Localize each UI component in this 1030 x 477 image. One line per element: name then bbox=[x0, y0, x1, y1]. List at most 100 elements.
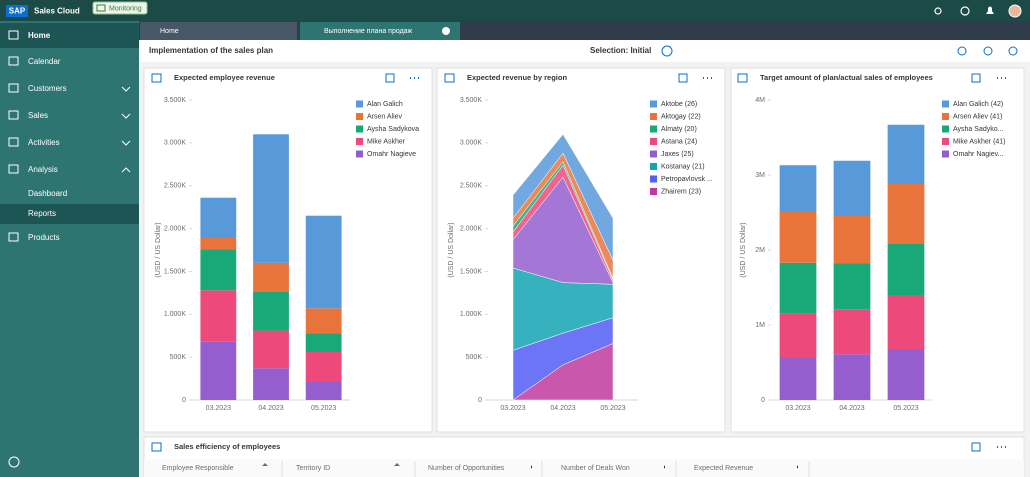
nav-item[interactable]: Products bbox=[28, 233, 60, 242]
notification-icon[interactable] bbox=[986, 6, 994, 15]
y-tick-label: 2M bbox=[755, 247, 765, 254]
tab-active[interactable] bbox=[300, 22, 460, 40]
nav-icon bbox=[8, 83, 19, 93]
bar-segment bbox=[779, 165, 817, 211]
y-axis-title: (USD / US Dollar) bbox=[155, 222, 162, 277]
collapse-button[interactable] bbox=[8, 456, 20, 468]
product-name: Sales Cloud bbox=[34, 7, 80, 16]
bar-segment bbox=[833, 215, 871, 264]
nav-item[interactable]: Dashboard bbox=[28, 189, 67, 198]
x-tick-label: 04.2023 bbox=[839, 405, 864, 412]
selection[interactable]: Selection: Initial bbox=[590, 46, 651, 55]
legend-label: Mike Askher bbox=[367, 138, 406, 145]
nav-item[interactable]: Analysis bbox=[28, 165, 58, 174]
refresh-icon[interactable] bbox=[1008, 46, 1018, 56]
selection-toggle[interactable] bbox=[661, 45, 673, 57]
badge-icon bbox=[96, 4, 106, 12]
bar-segment bbox=[253, 330, 289, 369]
card-title: Target amount of plan/actual sales of em… bbox=[760, 73, 933, 82]
chevron[interactable] bbox=[121, 167, 131, 173]
column-header[interactable]: Number of Deals Won bbox=[561, 465, 630, 472]
card-title: Expected revenue by region bbox=[467, 73, 567, 82]
y-tick-label: 500K bbox=[466, 354, 483, 361]
shell-bar bbox=[0, 0, 1030, 21]
bar-segment bbox=[833, 160, 871, 216]
bar-segment bbox=[833, 263, 871, 310]
legend-swatch bbox=[650, 175, 657, 183]
nav-item[interactable]: Reports bbox=[28, 209, 56, 218]
card-title: Expected employee revenue bbox=[174, 73, 275, 82]
column-header[interactable]: Number of Opportunities bbox=[428, 465, 505, 472]
nav-item[interactable]: Calendar bbox=[28, 57, 61, 66]
legend-label: Omahr Nagiev... bbox=[953, 151, 1003, 158]
legend-label: Astana (24) bbox=[661, 138, 697, 145]
column-separators bbox=[281, 461, 810, 477]
y-tick-label: 3.000K bbox=[164, 140, 187, 147]
bar-segment bbox=[305, 308, 342, 334]
bar-segment bbox=[200, 197, 237, 238]
logo-box bbox=[6, 5, 28, 17]
bar-segment bbox=[779, 358, 817, 400]
chevron[interactable] bbox=[121, 113, 131, 119]
legend-swatch bbox=[356, 125, 363, 133]
nav-icon bbox=[8, 232, 19, 242]
y-tick-label: 3.500K bbox=[460, 97, 483, 104]
copy-icon[interactable] bbox=[971, 73, 981, 83]
history-icon[interactable] bbox=[960, 6, 970, 16]
tab-label: Home bbox=[160, 28, 179, 35]
y-tick-label: 1.000K bbox=[164, 311, 187, 318]
nav-item[interactable]: Activities bbox=[28, 138, 60, 147]
nav-item[interactable]: Customers bbox=[28, 84, 67, 93]
legend-label: Zhairem (23) bbox=[661, 188, 701, 195]
copy-icon[interactable] bbox=[385, 73, 395, 83]
bar-segment bbox=[779, 211, 817, 263]
y-axis-title: (USD / US Dollar) bbox=[448, 222, 455, 277]
badge-box[interactable] bbox=[92, 1, 148, 15]
tab[interactable] bbox=[140, 22, 297, 40]
table-header bbox=[144, 459, 1024, 477]
y-tick-label: 4M bbox=[755, 97, 765, 104]
nav-item[interactable]: Home bbox=[28, 31, 51, 40]
legend-swatch bbox=[356, 113, 363, 120]
chevron[interactable] bbox=[121, 140, 131, 146]
tab-close[interactable] bbox=[442, 27, 450, 35]
nav-icon bbox=[8, 110, 19, 120]
y-tick-label: 500K bbox=[170, 354, 187, 361]
legend-label: Mike Askher (41) bbox=[953, 138, 1006, 145]
legend-swatch bbox=[942, 125, 949, 133]
bar-segment bbox=[887, 124, 925, 184]
avatar[interactable] bbox=[1008, 4, 1022, 18]
chevron[interactable] bbox=[121, 86, 131, 92]
share-icon[interactable] bbox=[957, 46, 967, 56]
bar-segment bbox=[833, 309, 871, 355]
table-title: Sales efficiency of employees bbox=[174, 442, 280, 451]
nav-icon bbox=[8, 137, 19, 147]
column-header[interactable]: Expected Revenue bbox=[694, 465, 753, 472]
search-icon[interactable] bbox=[934, 7, 942, 15]
bar-segment bbox=[253, 262, 289, 292]
area-band bbox=[512, 133, 614, 261]
legend-swatch bbox=[356, 138, 363, 145]
column-header[interactable]: Employee Responsible bbox=[162, 465, 234, 472]
copy-icon[interactable] bbox=[971, 442, 981, 452]
bar-segment bbox=[887, 184, 925, 244]
y-axis-title: (USD / US Dollar) bbox=[740, 222, 747, 277]
bar-segment bbox=[305, 382, 342, 400]
y-tick-label: 2.000K bbox=[460, 225, 483, 232]
bar-segment bbox=[887, 295, 925, 349]
reset-icon[interactable] bbox=[983, 46, 993, 56]
copy-icon[interactable] bbox=[678, 73, 688, 83]
legend-label: Kostanay (21) bbox=[661, 163, 705, 170]
legend-label: Aysha Sadyko... bbox=[953, 126, 1004, 133]
legend-swatch bbox=[942, 138, 949, 145]
y-tick-label: 1M bbox=[755, 322, 765, 329]
column-header[interactable]: Territory ID bbox=[296, 465, 330, 472]
bar-segment bbox=[887, 349, 925, 400]
chart-icon bbox=[737, 73, 748, 83]
bar-segment bbox=[305, 333, 342, 352]
nav-item[interactable]: Sales bbox=[28, 111, 48, 120]
y-tick-label: 0 bbox=[478, 397, 482, 404]
y-tick-label: 1.000K bbox=[460, 311, 483, 318]
